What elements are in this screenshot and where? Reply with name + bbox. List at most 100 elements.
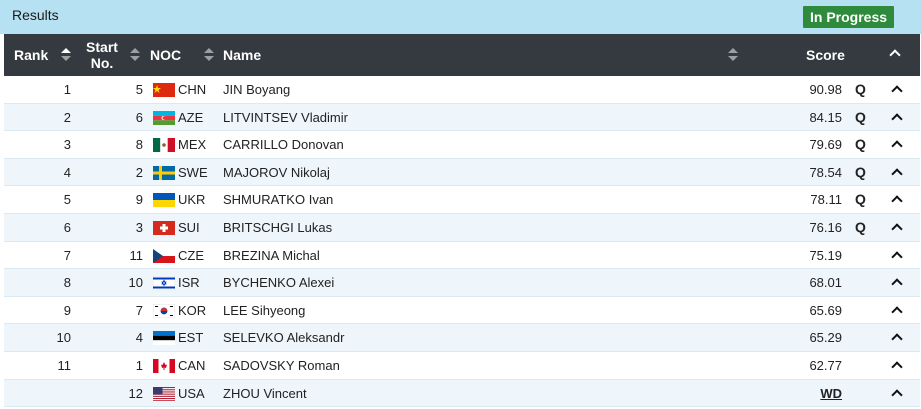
column-header-name[interactable]: Name	[223, 34, 261, 76]
score-cell: 90.98	[809, 82, 842, 97]
noc-cell: CHN	[178, 82, 207, 97]
results-table-body: 1 5 CHN JIN Boyang 90.98 Q 2 6 AZE LITVINTSEV Vla…	[4, 76, 920, 408]
score-cell: 75.19	[809, 247, 842, 263]
est-flag-icon	[153, 331, 175, 346]
score-cell: 65.29	[809, 330, 842, 346]
isr-flag-icon	[153, 276, 175, 291]
noc-cell: KOR	[178, 302, 207, 318]
rank-cell: 5	[63, 192, 71, 208]
results-title: Results	[12, 7, 59, 23]
score-cell: 65.69	[809, 302, 842, 318]
athlete-name-cell[interactable]: BRITSCHGI Lukas	[223, 219, 333, 235]
rank-header-label: Rank	[14, 47, 49, 63]
table-row[interactable]: 5 9 UKR SHMURATKO Ivan 78.11 Q	[4, 186, 920, 214]
athlete-name-cell[interactable]: SELEVKO Aleksandr	[223, 330, 345, 346]
rank-cell: 2	[63, 109, 71, 125]
table-row[interactable]: 9 7 KOR LEE Sihyeong 65.69	[4, 296, 920, 325]
start-no-cell: 7	[135, 302, 143, 318]
score-cell: 79.69	[809, 137, 842, 153]
table-row[interactable]: 2 6 AZE LITVINTSEV Vladimir 84.15 Q	[4, 103, 920, 132]
athlete-name-cell[interactable]: JIN Boyang	[223, 82, 291, 97]
athlete-name-cell[interactable]: CARRILLO Donovan	[223, 137, 344, 153]
rank-cell: 10	[56, 330, 71, 346]
rank-cell: 3	[63, 137, 71, 153]
noc-cell: CAN	[178, 357, 206, 373]
aze-flag-icon	[153, 110, 175, 125]
athlete-name-cell[interactable]: BYCHENKO Alexei	[223, 275, 335, 291]
kor-flag-icon	[153, 303, 175, 318]
rank-cell: 1	[63, 82, 71, 97]
noc-cell: EST	[178, 330, 204, 346]
noc-cell: SUI	[178, 219, 200, 235]
athlete-name-cell[interactable]: SADOVSKY Roman	[223, 357, 340, 373]
qualified-marker: Q	[855, 81, 866, 97]
score-cell: 84.15	[809, 109, 842, 125]
table-row[interactable]: 10 4 EST SELEVKO Aleksandr 65.29	[4, 324, 920, 352]
table-row[interactable]: 7 11 CZE BREZINA Michal 75.19	[4, 241, 920, 270]
sui-flag-icon	[153, 220, 175, 235]
start-no-cell: 5	[135, 82, 143, 97]
noc-cell: USA	[178, 385, 205, 401]
qualified-marker: Q	[855, 136, 866, 153]
qualified-marker: Q	[855, 163, 866, 180]
athlete-name-cell[interactable]: LEE Sihyeong	[223, 302, 306, 318]
usa-flag-icon	[153, 386, 175, 401]
score-cell: 68.01	[809, 275, 842, 291]
noc-cell: SWE	[178, 164, 208, 180]
rank-cell: 6	[63, 219, 71, 235]
score-cell: WD	[820, 385, 842, 401]
start-header-label-1: Start	[86, 39, 118, 55]
athlete-name-cell[interactable]: SHMURATKO Ivan	[223, 192, 334, 208]
column-header-start-no[interactable]: Start No.	[82, 34, 122, 76]
qualified-marker: Q	[855, 108, 866, 125]
mex-flag-icon	[153, 138, 175, 153]
table-row[interactable]: 8 10 ISR BYCHENKO Alexei 68.01	[4, 269, 920, 297]
rank-sort-icon[interactable]	[61, 48, 71, 62]
noc-cell: MEX	[178, 137, 207, 153]
noc-cell: AZE	[178, 109, 204, 125]
table-row[interactable]: 11 1 CAN SADOVSKY Roman 62.77	[4, 351, 920, 380]
column-header-noc[interactable]: NOC	[150, 34, 181, 76]
name-header-label: Name	[223, 47, 262, 63]
table-row[interactable]: 1 5 CHN JIN Boyang 90.98 Q	[4, 76, 920, 104]
start-no-cell: 2	[135, 164, 143, 180]
start-no-cell: 11	[129, 247, 144, 263]
qualified-marker: Q	[855, 191, 866, 208]
score-cell: 62.77	[809, 357, 842, 373]
rank-cell: 8	[63, 275, 71, 291]
ukr-flag-icon	[153, 193, 175, 208]
start-no-cell: 10	[128, 275, 143, 291]
qualified-marker: Q	[855, 218, 866, 235]
rank-cell: 9	[63, 302, 71, 318]
table-row[interactable]: 6 3 SUI BRITSCHGI Lukas 76.16 Q	[4, 213, 920, 242]
collapse-all-icon[interactable]	[889, 34, 901, 76]
swe-flag-icon	[153, 165, 175, 180]
table-row[interactable]: 3 8 MEX CARRILLO Donovan 79.69 Q	[4, 131, 920, 159]
chn-flag-icon	[153, 83, 175, 97]
athlete-name-cell[interactable]: ZHOU Vincent	[223, 385, 307, 401]
score-cell: 78.54	[809, 164, 842, 180]
start-no-cell: 8	[135, 137, 143, 153]
athlete-name-cell[interactable]: BREZINA Michal	[223, 247, 320, 263]
score-cell: 78.11	[810, 192, 842, 208]
noc-header-label: NOC	[150, 47, 182, 63]
start-sort-icon[interactable]	[130, 48, 140, 62]
score-cell: 76.16	[809, 219, 842, 235]
rank-cell: 7	[63, 247, 71, 263]
table-row[interactable]: 4 2 SWE MAJOROV Nikolaj 78.54 Q	[4, 158, 920, 187]
column-header-score[interactable]: Score	[806, 34, 845, 76]
start-no-cell: 1	[135, 357, 143, 373]
athlete-name-cell[interactable]: LITVINTSEV Vladimir	[223, 109, 348, 125]
table-row[interactable]: 12 USA ZHOU Vincent WD	[4, 379, 920, 408]
start-no-cell: 9	[135, 192, 143, 208]
can-flag-icon	[153, 358, 175, 373]
name-sort-icon[interactable]	[728, 48, 738, 62]
athlete-name-cell[interactable]: MAJOROV Nikolaj	[223, 164, 330, 180]
noc-sort-icon[interactable]	[204, 48, 214, 62]
cze-flag-icon	[153, 248, 175, 263]
rank-cell: 11	[57, 357, 72, 373]
column-header-rank[interactable]: Rank	[14, 34, 48, 76]
noc-cell: UKR	[178, 192, 206, 208]
start-no-cell: 6	[135, 109, 143, 125]
start-no-cell: 3	[135, 219, 143, 235]
